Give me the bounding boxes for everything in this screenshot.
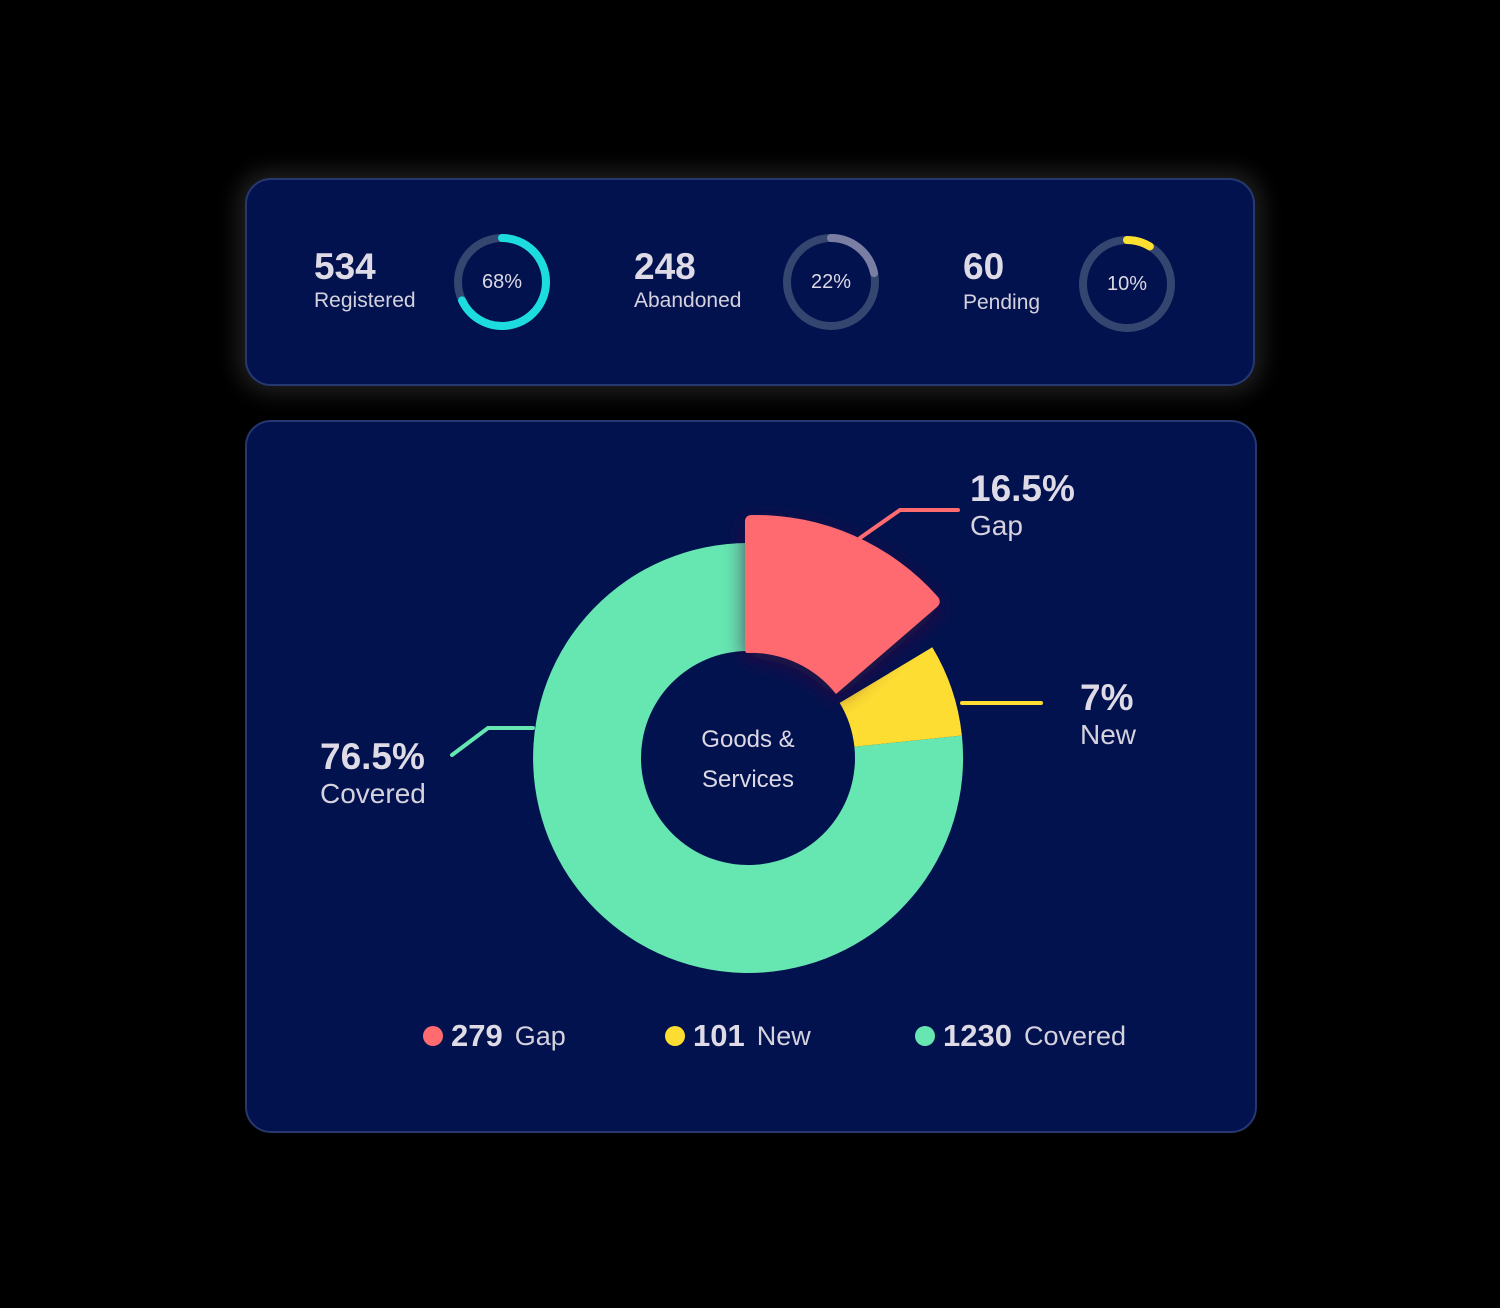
donut-center-label: Goods & Services <box>701 726 795 793</box>
progress-ring-pending: 10% <box>1077 234 1177 334</box>
legend-item-covered: 1230 Covered <box>915 1018 1126 1054</box>
callout-new: 7% New <box>1080 677 1137 751</box>
stat-label: Abandoned <box>634 289 742 312</box>
progress-ring-registered: 68% <box>452 232 552 332</box>
legend-dot-icon <box>665 1026 685 1046</box>
stat-pending: 60 Pending <box>963 247 1040 317</box>
slice-covered <box>533 543 964 973</box>
stat-value: 60 <box>963 246 1005 287</box>
callout-gap: 16.5% Gap <box>970 468 1075 542</box>
ring-percent: 22% <box>810 270 852 293</box>
stat-value: 534 <box>314 246 376 287</box>
slice-new <box>839 647 962 747</box>
stat-value: 248 <box>634 246 696 287</box>
stat-registered: 534 Registered <box>314 247 416 315</box>
legend-dot-icon <box>423 1026 443 1046</box>
slice-gap <box>745 514 940 694</box>
legend-dot-icon <box>915 1026 935 1046</box>
progress-ring-abandoned: 22% <box>781 232 881 332</box>
stat-label: Pending <box>963 291 1041 314</box>
ring-percent: 68% <box>481 270 523 293</box>
stat-abandoned: 248 Abandoned <box>634 247 741 315</box>
legend-item-gap: 279 Gap <box>423 1018 566 1054</box>
ring-percent: 10% <box>1106 272 1148 295</box>
legend-item-new: 101 New <box>665 1018 811 1054</box>
callout-covered: 76.5% Covered <box>320 736 426 810</box>
stat-label: Registered <box>314 289 416 312</box>
